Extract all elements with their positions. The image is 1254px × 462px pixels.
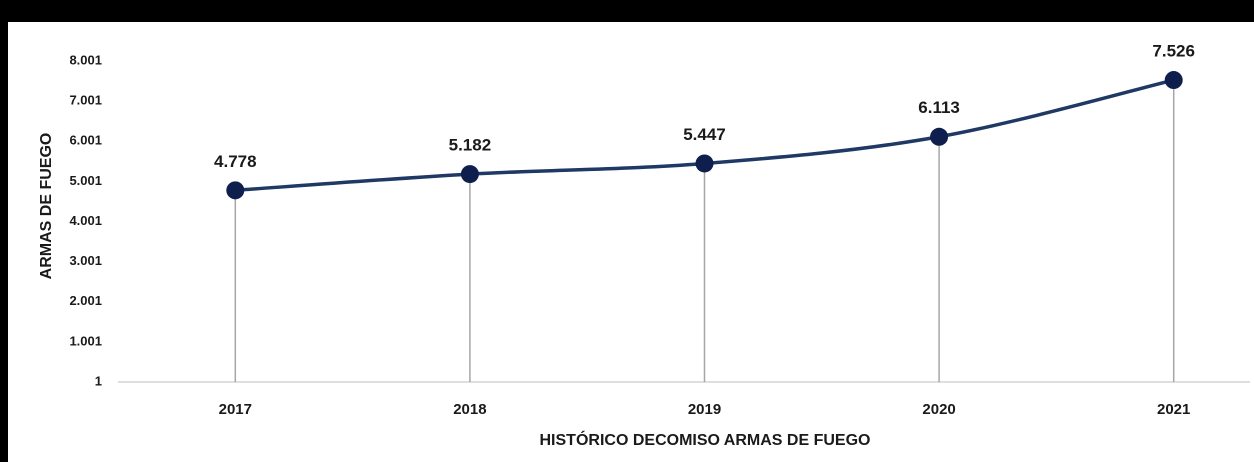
data-label: 7.526 [1152, 42, 1195, 61]
y-axis-title: ARMAS DE FUEGO [38, 133, 55, 280]
data-label: 4.778 [214, 152, 257, 171]
data-label: 5.447 [683, 125, 726, 144]
point [460, 165, 479, 184]
x-tick-label: 2021 [1157, 401, 1190, 418]
y-tick-label: 2.001 [69, 293, 102, 308]
x-tick-label: 2020 [922, 401, 955, 418]
point [695, 154, 714, 173]
point [930, 127, 949, 146]
data-label: 5.182 [449, 136, 492, 155]
point [1164, 71, 1183, 90]
x-tick-label: 2018 [453, 401, 486, 418]
x-tick-label: 2019 [688, 401, 721, 418]
x-tick-label: 2017 [219, 401, 252, 418]
y-tick-label: 1.001 [69, 333, 102, 348]
data-label: 6.113 [918, 98, 960, 117]
y-tick-label: 1 [95, 373, 102, 388]
x-axis-title: HISTÓRICO DECOMISO ARMAS DE FUEGO [540, 430, 871, 449]
y-tick-label: 3.001 [69, 253, 102, 268]
y-tick-label: 6.001 [69, 133, 102, 148]
y-tick-label: 4.001 [69, 213, 102, 228]
point [226, 181, 245, 200]
frame-left [0, 0, 8, 462]
y-tick-label: 5.001 [69, 173, 102, 188]
y-tick-label: 7.001 [69, 93, 102, 108]
y-tick-label: 8.001 [69, 52, 102, 67]
frame-top [0, 0, 1254, 22]
